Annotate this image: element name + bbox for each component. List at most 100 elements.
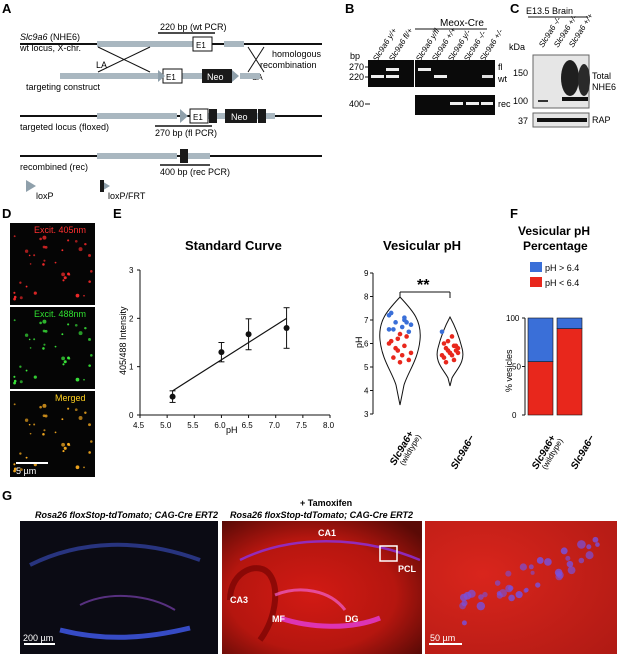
sc-point	[245, 331, 252, 338]
e1-label-targeting: E1	[166, 73, 176, 82]
violin-point-wt	[399, 324, 405, 330]
fluorescent-dot	[75, 377, 80, 382]
fluorescent-dot	[61, 442, 65, 447]
fluorescent-dot	[33, 291, 37, 295]
meox-cre-label: Meox-Cre	[440, 18, 484, 29]
fluorescent-dot	[44, 329, 48, 333]
nucleus-dot	[523, 588, 528, 593]
violin-point-ko	[445, 338, 451, 344]
e135-label: E13.5 Brain	[526, 6, 573, 16]
dots-405	[13, 235, 93, 301]
scalebar-label-d: 5 µm	[16, 466, 36, 476]
f-tick-label: 0	[512, 411, 517, 420]
panel-g-brain-images: Rosa26 floxStop-tdTomato; CAG-Cre ERT2 +…	[20, 498, 617, 654]
fluorescent-dot	[74, 239, 78, 243]
gene-suffix: (NHE6)	[48, 32, 81, 42]
fluorescent-dot	[33, 338, 36, 341]
nucleus-dot	[519, 563, 527, 571]
micrograph-merged	[10, 391, 95, 477]
f-ylabel: % vesicles	[504, 349, 514, 392]
rap-label: RAP	[592, 115, 611, 125]
fluorescent-dot	[67, 407, 70, 410]
homologous-label: homologous	[272, 49, 322, 59]
violin-point-wt	[406, 357, 412, 363]
violin-point-ko	[441, 355, 447, 360]
fluorescent-dot	[67, 356, 70, 360]
legend-swatch-high	[530, 262, 542, 272]
targeted-label: targeted locus (floxed)	[20, 122, 109, 132]
fluorescent-dot	[84, 242, 87, 246]
e1-label-wt: E1	[196, 41, 206, 50]
fluorescent-dot	[78, 331, 83, 336]
sc-point	[169, 393, 176, 400]
f-tick-label: 100	[506, 314, 520, 323]
violin-point-ko	[439, 329, 445, 335]
fluorescent-dot	[42, 347, 45, 350]
panel-letter-c: C	[510, 1, 520, 16]
violin-point-ko	[443, 360, 449, 365]
fluorescent-dot	[13, 469, 16, 473]
fluorescent-dot	[33, 254, 36, 257]
fluorescent-dot	[33, 375, 37, 379]
nucleus-dot	[565, 555, 571, 561]
fluorescent-dot	[62, 363, 65, 366]
marker-100: 100	[513, 96, 528, 106]
fluorescent-dot	[61, 333, 64, 336]
violin-point-wt	[404, 320, 409, 325]
nhe6-label: NHE6	[592, 82, 616, 92]
violin-point-wt	[408, 322, 414, 328]
fluorescent-dot	[25, 369, 28, 372]
recombination-label: recombination	[260, 60, 317, 70]
wt-pcr-label: 220 bp (wt PCR)	[160, 22, 227, 32]
kda-label: kDa	[509, 42, 525, 52]
marker-37: 37	[518, 116, 528, 126]
f-bar-low	[527, 361, 554, 416]
nucleus-dot	[478, 594, 484, 600]
nucleus-dot	[586, 544, 592, 550]
violin-point-wt	[404, 334, 409, 339]
e1-label-floxed: E1	[193, 113, 203, 122]
fluorescent-dot	[67, 272, 70, 276]
violin-cat2: Slc9a6−	[449, 433, 477, 471]
fluorescent-dot	[62, 450, 65, 453]
rec-pcr-label: 400 bp (rec PCR)	[160, 167, 230, 177]
panel-letter-a: A	[2, 1, 12, 16]
nucleus-dot	[528, 564, 534, 570]
violin-ylabel: pH	[354, 336, 364, 348]
dots-merged	[13, 403, 93, 473]
fluorescent-dot	[63, 446, 67, 450]
fluorescent-dot	[19, 365, 22, 368]
legend-high: pH > 6.4	[545, 263, 579, 273]
fluorescent-dot	[19, 468, 23, 472]
neo-cassette-targeting	[202, 69, 232, 83]
fluorescent-dot	[13, 319, 16, 322]
fluorescent-dot	[33, 423, 36, 426]
fluorescent-dot	[78, 416, 83, 420]
panel-letter-e: E	[113, 206, 122, 221]
recombined-label: recombined (rec)	[20, 162, 88, 172]
nucleus-dot	[577, 540, 586, 549]
fluorescent-dot	[88, 254, 91, 257]
fluorescent-dot	[54, 431, 57, 434]
violin-point-wt	[397, 331, 403, 337]
fluorescent-dot	[13, 463, 16, 466]
standard-curve-axes: 4.5 5.0 5.5 6.0 6.5 7.0 7.5 8.0 0 1 2 3	[129, 266, 335, 430]
lane-labels: Slc9a6 y/+ Slc9a6 fl/+ Slc9a6 y/fl Slc9a…	[371, 26, 505, 63]
targeting-label: targeting construct	[26, 82, 101, 92]
legend-low: pH < 6.4	[545, 278, 579, 288]
nucleus-dot	[536, 557, 544, 564]
loxp-legend-label: loxP	[36, 191, 54, 201]
panel-letter-d: D	[2, 206, 11, 221]
fluorescent-dot	[42, 432, 45, 436]
g-left-title: Rosa26 floxStop-tdTomato; CAG-Cre ERT2	[35, 510, 218, 520]
fluorescent-dot	[43, 259, 46, 262]
fluorescent-dot	[29, 263, 32, 265]
fluorescent-dot	[24, 418, 29, 422]
violin-points	[386, 310, 461, 365]
f-bars	[527, 317, 583, 416]
nucleus-dot	[544, 558, 552, 566]
fluorescent-dot	[74, 323, 78, 327]
fluorescent-dot	[13, 235, 16, 238]
region-pcl: PCL	[398, 564, 417, 574]
scalebar-label-g1: 200 µm	[23, 633, 53, 643]
